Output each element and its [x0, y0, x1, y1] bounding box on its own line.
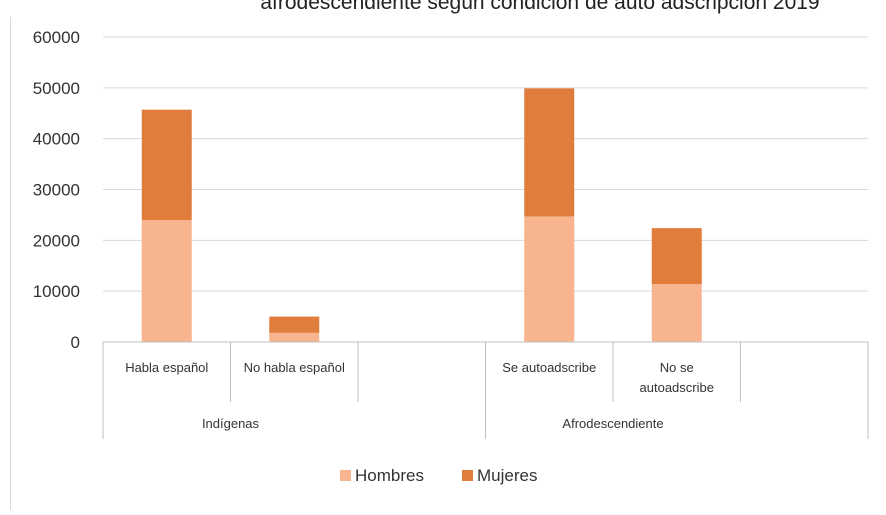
legend-swatch-hombres: [340, 470, 351, 481]
x-category-label: autoadscribe: [640, 380, 714, 395]
bar-hombres-2: [524, 216, 575, 342]
legend-swatch-mujeres: [462, 470, 473, 481]
x-group-label: Indígenas: [202, 416, 260, 431]
x-category-label: No habla español: [244, 360, 345, 375]
x-category-label: Habla español: [125, 360, 208, 375]
chart-title: afrodescendiente según condición de auto…: [260, 0, 819, 14]
legend-label-mujeres: Mujeres: [477, 466, 537, 485]
bar-mujeres-1: [269, 316, 320, 333]
x-axis: Habla español No habla español Se autoadsc…: [102, 341, 869, 439]
y-tick-label: 50000: [33, 79, 80, 98]
x-category-label: Se autoadscribe: [502, 360, 596, 375]
bar-mujeres-3: [651, 228, 702, 285]
y-tick-label: 0: [71, 333, 80, 352]
y-tick-label: 30000: [33, 181, 80, 200]
y-tick-label: 60000: [33, 28, 80, 47]
x-group-label: Afrodescendiente: [562, 416, 663, 431]
bars: [141, 88, 702, 342]
y-tick-label: 10000: [33, 282, 80, 301]
legend: Hombres Mujeres: [340, 466, 537, 485]
gridlines: [103, 36, 868, 343]
bar-mujeres-2: [524, 88, 575, 217]
y-axis-ticks: 0 10000 20000 30000 40000 50000 60000: [33, 28, 80, 352]
bar-hombres-1: [269, 332, 320, 342]
bar-hombres-3: [651, 284, 702, 342]
y-tick-label: 20000: [33, 231, 80, 250]
y-tick-label: 40000: [33, 130, 80, 149]
legend-label-hombres: Hombres: [355, 466, 424, 485]
bar-hombres-0: [141, 220, 192, 342]
x-category-label: No se: [660, 360, 694, 375]
bar-mujeres-0: [141, 109, 192, 220]
